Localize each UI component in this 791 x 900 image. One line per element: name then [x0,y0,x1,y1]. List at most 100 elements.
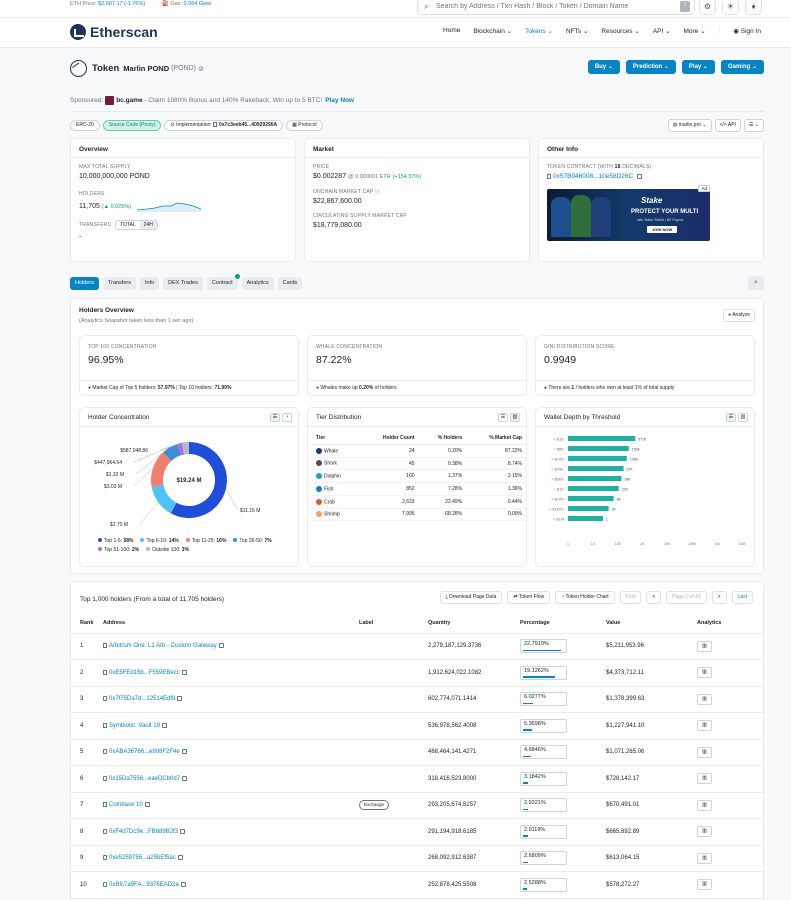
tag-erc20[interactable]: ERC-20 [70,120,100,131]
more-menu[interactable]: ☰ ⌄ [743,119,764,132]
copy-icon[interactable] [218,643,224,649]
legend-item[interactable]: Top 11-25: 16% [185,538,226,544]
pager-last-button[interactable]: Last [731,591,753,604]
analytics-chart-icon[interactable]: ▥ [697,826,712,838]
etherscan-logo[interactable]: Etherscan [70,24,158,40]
copy-icon[interactable] [177,855,183,861]
nav-more[interactable]: More ⌄ [683,28,706,35]
analytics-chart-icon[interactable]: ▥ [697,773,712,785]
holder-address-link[interactable]: 0xE5FEd15b...F559EBecc [109,669,180,676]
token-contract-link[interactable]: 0x57B946008...10e58D26C [553,173,634,180]
legend-item[interactable]: Outside 100: 3% [146,547,189,553]
list-view-icon[interactable]: ☰ [270,413,280,422]
nav-sign-in[interactable]: ◉ Sign In [733,28,761,35]
analytics-chart-icon[interactable]: ▥ [697,852,712,864]
holder-address-link[interactable]: 0x15Da7556...eaeDCb0d7 [109,775,181,782]
nav-blockchain[interactable]: Blockchain ⌄ [473,28,513,35]
holder-address-link[interactable]: 0xABA36766...e808F2F4e [109,749,180,756]
holder-address-link[interactable]: Symbiotic: Vault 19 [109,722,160,729]
token-holder-chart-button[interactable]: ◔ Token Holder Chart [555,591,615,604]
analytics-chart-icon[interactable]: ▥ [697,667,712,679]
tab-transfers[interactable]: Transfers [102,277,136,290]
holder-address-link[interactable]: Arbitrum One: L1 Arb - Custom Gateway [109,643,217,650]
nav-home[interactable]: Home [443,27,461,34]
depth-bar[interactable] [568,516,604,521]
depth-bar[interactable] [568,446,629,451]
pie-view-icon[interactable]: ◔ [282,413,292,422]
api-link[interactable]: </> API [714,119,741,132]
transfers-24h-tab[interactable]: 24H [139,221,157,229]
search-box[interactable]: ⌕ / [417,0,695,15]
analytics-chart-icon[interactable]: ▥ [697,640,712,652]
depth-bar[interactable] [568,436,636,441]
pager-prev-button[interactable]: < [646,591,662,604]
analytics-chart-icon[interactable]: ▥ [697,746,712,758]
tab-info[interactable]: Info [139,277,160,290]
depth-bar[interactable] [568,456,627,461]
legend-item[interactable]: Top 1-5: 58% [98,538,133,544]
transfers-total-tab[interactable]: TOTAL [120,222,136,228]
tag-implementation[interactable]: ⊙ Implementation: 0x7c3eeb45...40929290A [164,120,284,131]
copy-icon[interactable] [161,722,167,728]
token-flow-button[interactable]: ⇄ Token Flow [507,591,551,604]
holder-address-link[interactable]: 0xe5259756...a25bEf5ac [109,855,176,862]
stake-ad-banner[interactable]: Stake PROTECT YOUR MULTI with Stake Shie… [547,185,710,241]
play-button[interactable]: Play ⌄ [681,60,715,74]
donut-slice[interactable] [177,442,185,456]
holder-address-link[interactable]: Coinbase 10 [109,802,143,809]
gaming-button[interactable]: Gaming ⌄ [720,60,764,74]
donut-slice[interactable] [162,443,181,462]
ad-join-button[interactable]: JOIN NOW [647,226,678,233]
search-input[interactable] [436,1,686,12]
copy-icon[interactable] [177,696,183,702]
nav-resources[interactable]: Resources ⌄ [601,28,640,35]
legend-item[interactable]: Top 51-100: 2% [98,547,139,553]
download-page-data-button[interactable]: ⤓ Download Page Data [439,591,503,604]
copy-icon[interactable] [180,881,186,887]
donut-slice[interactable] [170,442,227,518]
prediction-button[interactable]: Prediction ⌄ [625,60,676,74]
depth-bar[interactable] [568,486,619,491]
analytics-chart-icon[interactable]: ▥ [697,879,712,891]
list-view-icon[interactable]: ☰ [498,413,508,422]
legend-item[interactable]: Top 6-10: 14% [140,538,179,544]
copy-icon[interactable] [144,802,150,808]
copy-icon[interactable] [181,669,187,675]
buy-button[interactable]: Buy ⌄ [587,60,620,74]
nav-nfts[interactable]: NFTs ⌄ [565,28,589,35]
copy-icon[interactable] [637,173,643,179]
tab-holders[interactable]: Holders [70,277,99,290]
sponsor-brand[interactable]: bc.game [116,97,143,104]
donut-slice[interactable] [181,442,189,455]
tab-search-icon[interactable]: ⌕ [748,276,764,290]
copy-icon[interactable] [182,775,188,781]
analytics-chart-icon[interactable]: ▥ [697,693,712,705]
pager-first-button[interactable]: First [619,591,642,604]
donut-slice[interactable] [151,484,177,514]
theme-toggle-icon[interactable]: ☀ [722,0,739,15]
tab-dex-trades[interactable]: DEX Trades [163,277,203,290]
list-view-icon[interactable]: ☰ [726,413,736,422]
tag-protocol[interactable]: ▦ Protocol [286,120,323,131]
holder-address-link[interactable]: 0x7f75Da7d...12514Edf9 [109,696,176,703]
donut-slice[interactable] [151,452,172,488]
holder-address-link[interactable]: 0xF4d7Dc9e...FB689B2f3 [109,828,179,835]
legend-item[interactable]: Top 26-50: 7% [233,538,272,544]
analytics-chart-icon[interactable]: ▥ [697,720,712,732]
ethereum-network-icon[interactable]: ♦ [745,0,762,15]
bar-view-icon[interactable]: ▥ [510,413,520,422]
tag-source-code-proxy[interactable]: Source Code (Proxy) [102,120,162,131]
settings-gear-icon[interactable]: ⚙ [699,0,716,15]
depth-bar[interactable] [568,476,622,481]
bar-view-icon[interactable]: ▥ [738,413,748,422]
holder-address-link[interactable]: 0xBfc7a9FA...9376EAD2a [109,881,179,888]
pager-next-button[interactable]: > [711,591,727,604]
depth-bar[interactable] [568,496,614,501]
copy-icon[interactable] [180,828,186,834]
copy-icon[interactable] [181,749,187,755]
depth-bar[interactable] [568,506,609,511]
analytics-chart-icon[interactable]: ▥ [697,799,712,811]
website-link[interactable]: ◍ marlin.pro ⌄ [667,119,712,132]
nav-api[interactable]: API ⌄ [652,28,671,35]
analyze-button[interactable]: ⚹ Analyze [723,309,755,322]
